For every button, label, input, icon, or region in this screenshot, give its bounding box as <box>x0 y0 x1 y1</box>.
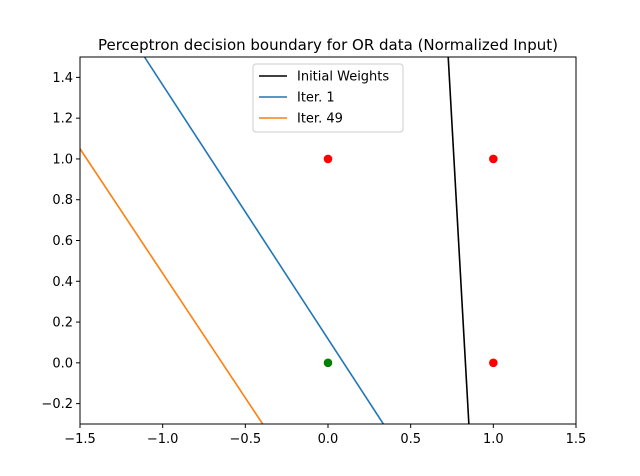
legend-label-0: Initial Weights <box>297 70 389 85</box>
data-point-2 <box>489 358 498 368</box>
series-line-2 <box>80 148 264 424</box>
y-tick-label: 1.2 <box>52 112 73 127</box>
series-line-0 <box>447 57 470 424</box>
x-tick-label: 0.5 <box>400 432 421 447</box>
legend-label-1: Iter. 1 <box>297 91 335 106</box>
legend-box <box>252 63 404 133</box>
y-tick-label: 0.4 <box>52 275 73 290</box>
y-tick-label: 0.8 <box>52 193 73 208</box>
chart-title: Perceptron decision boundary for OR data… <box>98 36 558 54</box>
x-tick-label: 1.0 <box>483 432 504 447</box>
series-layer <box>80 57 470 424</box>
series-line-1 <box>143 57 385 424</box>
y-tick-label: 1.4 <box>52 71 73 86</box>
axes-layer: −1.5 −1.0 −0.5 0.0 0.5 1.0 1.5 −0.2 0.0 0.2 0.4 0.6… <box>41 71 586 447</box>
legend: Initial Weights Iter. 1 Iter. 49 <box>252 63 404 133</box>
data-point-0 <box>323 358 333 368</box>
data-point-3 <box>489 154 498 164</box>
points-layer <box>323 154 498 368</box>
y-tick-label: 0.0 <box>52 356 73 371</box>
x-tick-label: 1.5 <box>566 432 587 447</box>
y-tick-label: 1.0 <box>52 152 73 167</box>
data-point-1 <box>323 154 333 164</box>
y-tick-label: 0.2 <box>52 316 73 331</box>
legend-label-2: Iter. 49 <box>297 112 343 127</box>
x-tick-label: −1.5 <box>64 432 96 447</box>
y-tick-label: −0.2 <box>41 397 73 412</box>
x-tick-label: 0.0 <box>318 432 339 447</box>
y-tick-label: 0.6 <box>52 234 73 249</box>
x-tick-label: −1.0 <box>147 432 179 447</box>
x-tick-label: −0.5 <box>230 432 262 447</box>
